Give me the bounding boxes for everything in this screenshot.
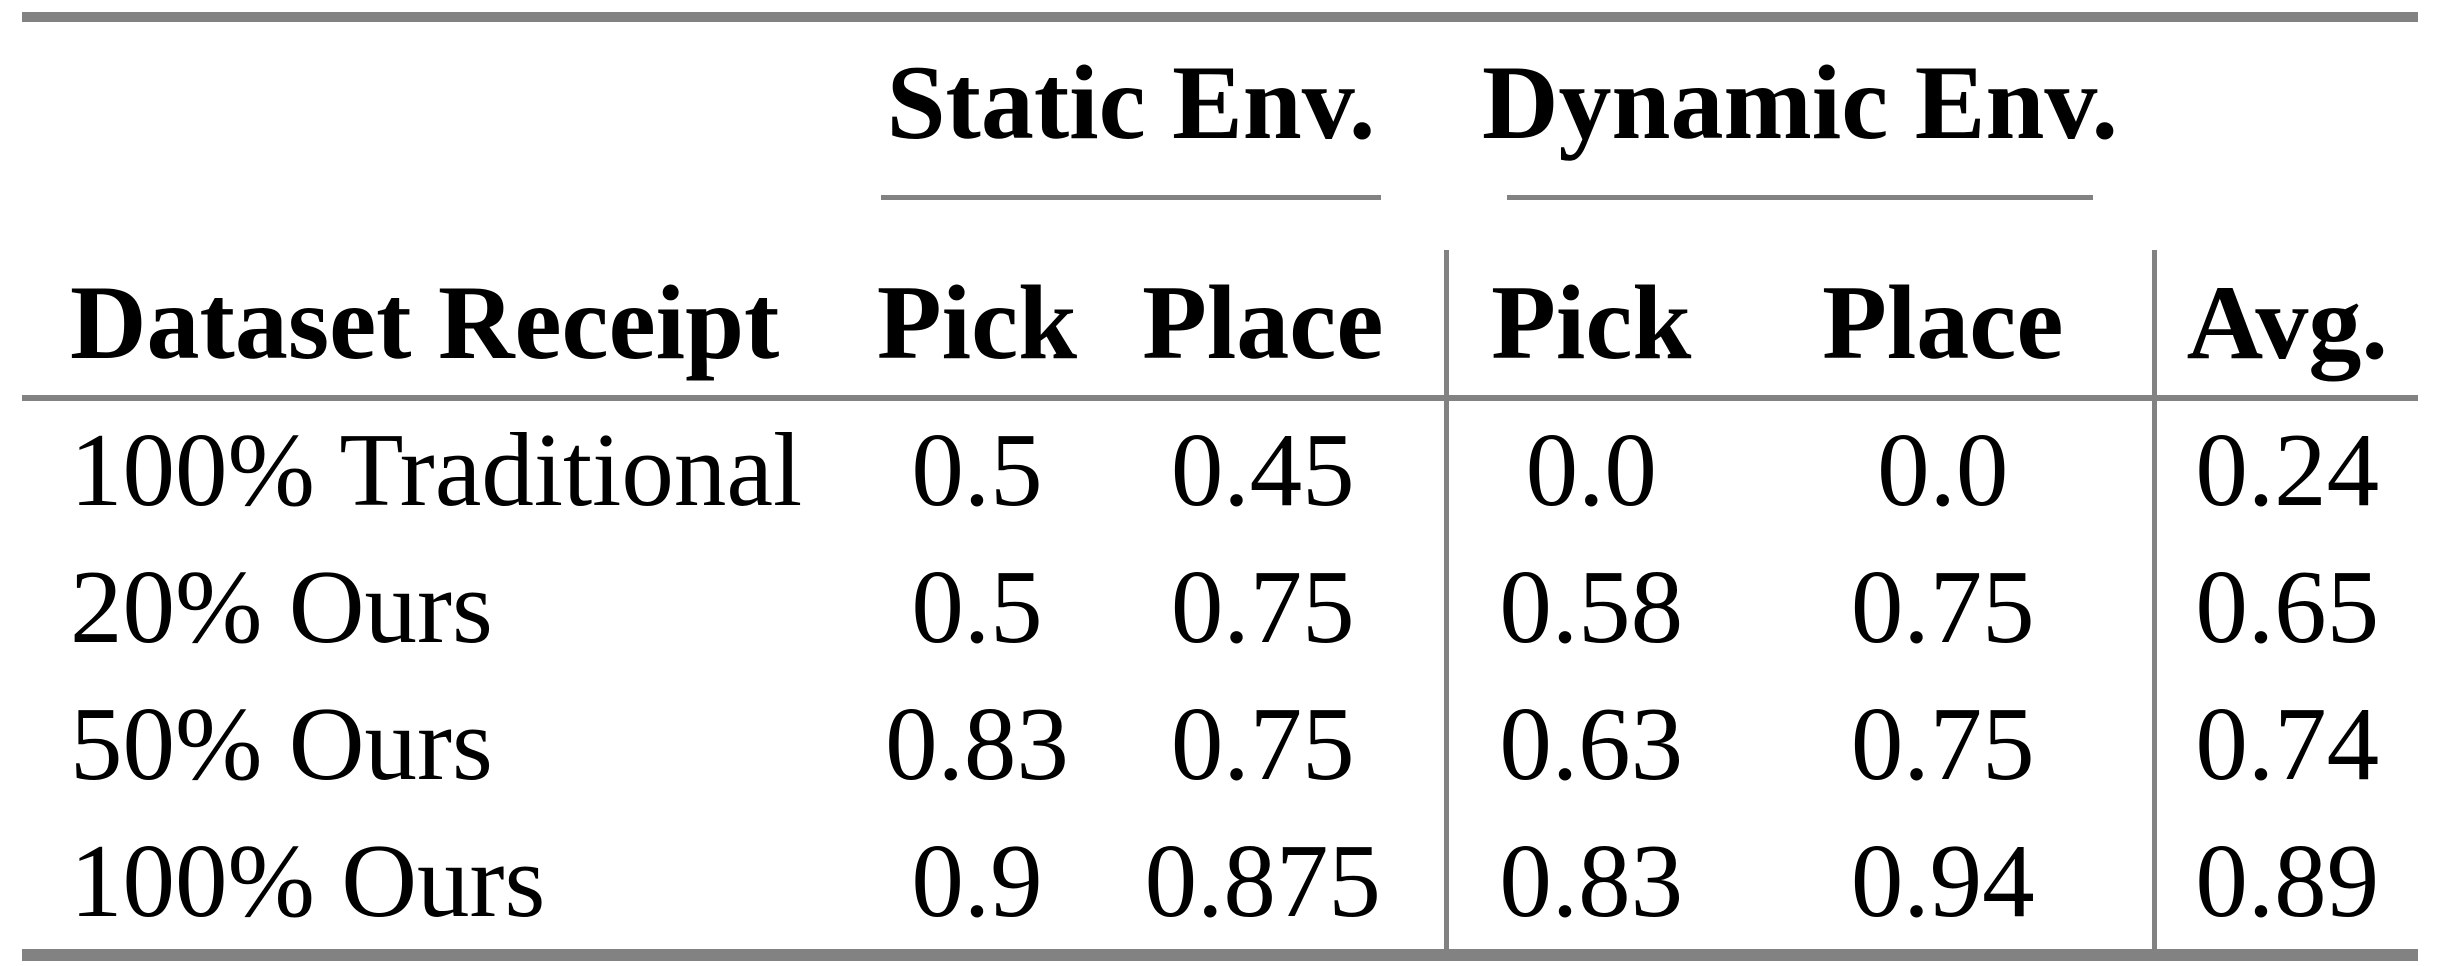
group-header-static: Static Env. bbox=[872, 22, 1446, 250]
row-label: 20% Ours bbox=[70, 548, 493, 665]
cell-dynamic-place: 0.94 bbox=[1850, 822, 2035, 939]
cell-dynamic-place: 0.75 bbox=[1850, 548, 2035, 665]
results-table-wrap: Static Env. Dynamic Env. Dataset Receipt… bbox=[22, 12, 2419, 961]
group-label-dynamic: Dynamic Env. bbox=[1481, 44, 2119, 161]
cell-static-pick: 0.9 bbox=[911, 822, 1043, 939]
column-header-row: Dataset Receipt Pick Place Pick Place Av… bbox=[22, 250, 2419, 401]
col-header-dataset-receipt: Dataset Receipt bbox=[22, 250, 872, 401]
cell-static-place: 0.75 bbox=[1170, 548, 1355, 665]
col-header-static-place: Place bbox=[1082, 250, 1446, 401]
cell-static-pick: 0.5 bbox=[911, 411, 1043, 528]
cell-avg: 0.24 bbox=[2151, 398, 2419, 538]
cell-dynamic-pick: 0.63 bbox=[1443, 675, 1734, 812]
table-bottomrule bbox=[22, 949, 2418, 961]
cell-dynamic-pick: 0.0 bbox=[1443, 398, 1734, 538]
cell-static-place: 0.875 bbox=[1144, 822, 1381, 939]
cell-avg: 0.89 bbox=[2151, 812, 2419, 949]
table-toprule bbox=[22, 12, 2418, 22]
group-header-row: Static Env. Dynamic Env. bbox=[22, 22, 2418, 250]
cell-dynamic-place: 0.0 bbox=[1877, 411, 2009, 528]
cmidrule-static bbox=[881, 195, 1381, 200]
cell-dynamic-place: 0.75 bbox=[1850, 685, 2035, 802]
group-header-spacer-right bbox=[2154, 22, 2418, 250]
cell-dynamic-pick: 0.83 bbox=[1443, 812, 1734, 949]
row-label: 100% Ours bbox=[70, 822, 546, 939]
col-header-static-pick: Pick bbox=[872, 250, 1082, 401]
group-header-spacer-left bbox=[22, 22, 872, 250]
cell-dynamic-pick: 0.58 bbox=[1443, 538, 1734, 675]
results-table: Static Env. Dynamic Env. Dataset Receipt… bbox=[22, 22, 2419, 949]
table-row-100-traditional: 100% Traditional 0.5 0.45 0.0 0.0 0.24 bbox=[22, 398, 2419, 538]
col-header-dynamic-place: Place bbox=[1734, 250, 2155, 401]
group-header-dynamic: Dynamic Env. bbox=[1446, 22, 2154, 250]
cell-static-pick: 0.5 bbox=[911, 548, 1043, 665]
col-header-avg: Avg. bbox=[2151, 250, 2419, 401]
table-row-20-ours: 20% Ours 0.5 0.75 0.58 0.75 0.65 bbox=[22, 538, 2419, 675]
col-header-dynamic-pick: Pick bbox=[1443, 250, 1734, 401]
group-label-static: Static Env. bbox=[886, 44, 1376, 161]
cell-avg: 0.74 bbox=[2151, 675, 2419, 812]
row-label: 100% Traditional bbox=[70, 411, 803, 528]
cell-avg: 0.65 bbox=[2151, 538, 2419, 675]
group-static-inner: Static Env. bbox=[844, 40, 1418, 200]
table-row-100-ours: 100% Ours 0.9 0.875 0.83 0.94 0.89 bbox=[22, 812, 2419, 949]
table-row-50-ours: 50% Ours 0.83 0.75 0.63 0.75 0.74 bbox=[22, 675, 2419, 812]
cell-static-pick: 0.83 bbox=[885, 685, 1069, 802]
row-label: 50% Ours bbox=[70, 685, 493, 802]
cmidrule-dynamic bbox=[1507, 195, 2093, 200]
cell-static-place: 0.75 bbox=[1170, 685, 1355, 802]
cell-static-place: 0.45 bbox=[1170, 411, 1355, 528]
